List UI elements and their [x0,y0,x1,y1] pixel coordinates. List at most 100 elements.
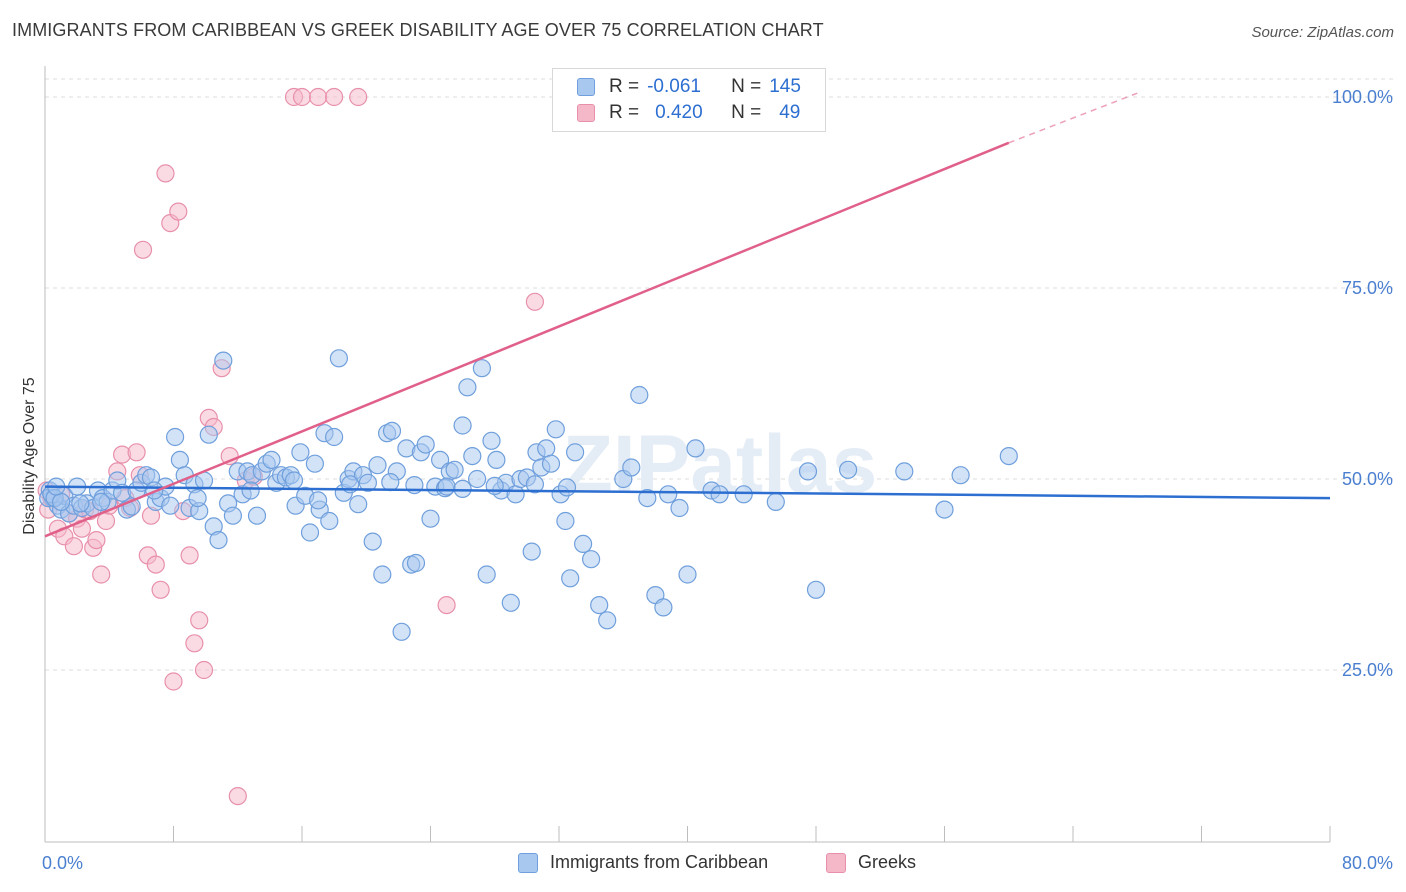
greeks-swatch [577,104,595,122]
caribbean-point [806,580,826,599]
greeks-point [156,164,175,183]
caribbean-point [223,506,242,525]
greeks-points [37,87,545,806]
greeks-point [133,240,153,259]
caribbean-point [525,475,545,494]
caribbean-point [199,425,218,444]
caribbean-point [416,435,435,454]
caribbean-point [482,431,501,450]
caribbean-point [561,569,580,588]
caribbean-point [487,450,506,469]
caribbean-point [291,443,310,462]
r-value-greeks: 0.420 [655,102,703,123]
greeks-point [146,555,165,574]
greeks-point [151,580,170,599]
caribbean-legend-swatch [518,852,538,873]
greeks-point [292,87,312,107]
y-tick-label: 100.0% [1332,87,1393,107]
caribbean-point [358,473,377,492]
greeks-point [164,672,183,691]
caribbean-point [622,458,641,477]
greeks-point [309,87,328,107]
greeks-legend-swatch [826,852,846,873]
caribbean-legend-label: Immigrants from Caribbean [550,852,769,872]
caribbean-swatch [577,78,595,96]
caribbean-point [262,450,281,469]
caribbean-point [188,489,207,508]
x-tick-label-max: 80.0% [1342,853,1393,873]
caribbean-point [214,351,233,370]
y-axis-title: Disability Age Over 75 [21,377,38,535]
n-value-caribbean: 145 [769,76,801,97]
caribbean-point [546,420,565,439]
r-label: R = [609,76,640,97]
caribbean-point [598,611,617,630]
caribbean-point [363,532,382,551]
greeks-point [525,292,545,311]
caribbean-point [170,450,189,469]
caribbean-point [659,485,678,504]
r-value-caribbean: -0.061 [647,76,701,97]
n-label: N = [731,102,762,123]
trend-lines [44,92,1331,538]
legend-row-greeks: R = 0.420 N = 49 [577,101,800,125]
caribbean-point [565,443,585,462]
greeks-point [228,786,247,806]
greeks-point [87,530,106,550]
caribbean-trend-line [44,485,1331,500]
r-label: R = [609,102,640,123]
caribbean-point [421,509,440,528]
legend-item-caribbean: Immigrants from Caribbean [518,852,768,873]
caribbean-point [935,500,954,519]
caribbean-point [445,460,464,479]
greeks-trend-extension [1008,92,1138,144]
caribbean-point [710,485,729,504]
caribbean-point [381,473,400,492]
greeks-point [169,202,188,221]
y-tick-label: 75.0% [1342,278,1393,298]
grid-lines [45,78,1395,671]
caribbean-point [654,598,673,617]
caribbean-point [678,565,697,584]
caribbean-points [39,349,1018,641]
caribbean-point [541,454,561,473]
caribbean-point [373,565,392,584]
greeks-point [127,443,146,462]
x-tick-label-min: 0.0% [42,853,83,873]
greeks-trend-line [44,141,1010,538]
caribbean-point [951,466,970,485]
caribbean-point [895,462,914,481]
caribbean-point [468,469,487,489]
caribbean-point [305,454,324,473]
correlation-legend: R = -0.061 N = 145 R = 0.420 N = 49 [552,68,826,132]
caribbean-point [506,485,525,504]
y-tick-label: 50.0% [1342,469,1393,489]
n-label: N = [731,76,762,97]
caribbean-point [522,542,541,561]
caribbean-point [368,456,387,475]
source-credit: Source: ZipAtlas.com [1251,24,1394,41]
greeks-point [180,546,199,565]
caribbean-point [798,462,818,481]
greeks-point [437,595,456,615]
caribbean-point [590,595,609,615]
caribbean-point [838,460,858,479]
caribbean-point [406,553,426,573]
caribbean-point [392,622,411,641]
caribbean-point [300,523,320,542]
caribbean-point [51,492,71,511]
caribbean-point [686,439,705,458]
caribbean-point [284,471,304,490]
greeks-point [185,634,204,653]
caribbean-point [501,593,520,612]
caribbean-point [241,481,260,500]
caribbean-point [309,491,328,510]
legend-item-greeks: Greeks [826,852,916,873]
caribbean-point [349,495,368,514]
caribbean-point [166,427,185,447]
caribbean-point [999,447,1018,466]
axes [44,66,1331,843]
caribbean-point [320,511,339,531]
caribbean-point [209,530,228,550]
